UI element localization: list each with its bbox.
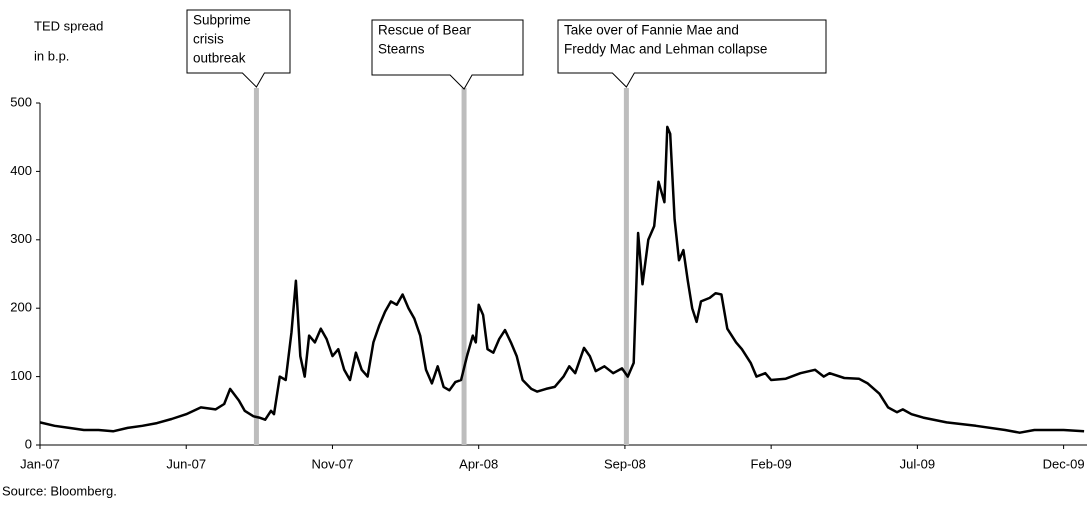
y-tick-label: 400 — [10, 163, 32, 178]
annotation-text: Stearns — [378, 42, 425, 57]
annotation-text: Rescue of Bear — [378, 23, 472, 38]
y-tick-label: 0 — [25, 436, 32, 451]
annotation-text: Freddy Mac and Lehman collapse — [564, 42, 767, 57]
x-tick-label: Jul-09 — [900, 456, 935, 471]
callout-box — [186, 9, 291, 88]
annotation-text: crisis — [193, 32, 224, 47]
x-tick-label: Jan-07 — [20, 456, 60, 471]
y-tick-label: 100 — [10, 368, 32, 383]
callout-box — [557, 19, 827, 88]
event-bar — [253, 88, 259, 445]
x-tick-label: Apr-08 — [459, 456, 498, 471]
y-axis-label: in b.p. — [34, 48, 69, 63]
x-tick-label: Jun-07 — [166, 456, 206, 471]
y-tick-label: 200 — [10, 300, 32, 315]
x-tick-label: Nov-07 — [311, 456, 353, 471]
x-tick-label: Sep-08 — [604, 456, 646, 471]
event-bar — [461, 88, 467, 445]
x-tick-label: Feb-09 — [751, 456, 792, 471]
annotation-text: outbreak — [193, 51, 246, 66]
annotation-text: Subprime — [193, 13, 251, 28]
line-series — [39, 125, 1085, 434]
y-tick-label: 300 — [10, 231, 32, 246]
y-tick-label: 500 — [10, 94, 32, 109]
event-bar — [623, 88, 629, 445]
callout-box — [371, 19, 524, 90]
annotation-text: Take over of Fannie Mae and — [564, 23, 739, 38]
x-tick-label: Dec-09 — [1043, 456, 1085, 471]
y-axis-label: TED spread — [34, 18, 103, 33]
source-note: Source: Bloomberg. — [2, 483, 117, 498]
